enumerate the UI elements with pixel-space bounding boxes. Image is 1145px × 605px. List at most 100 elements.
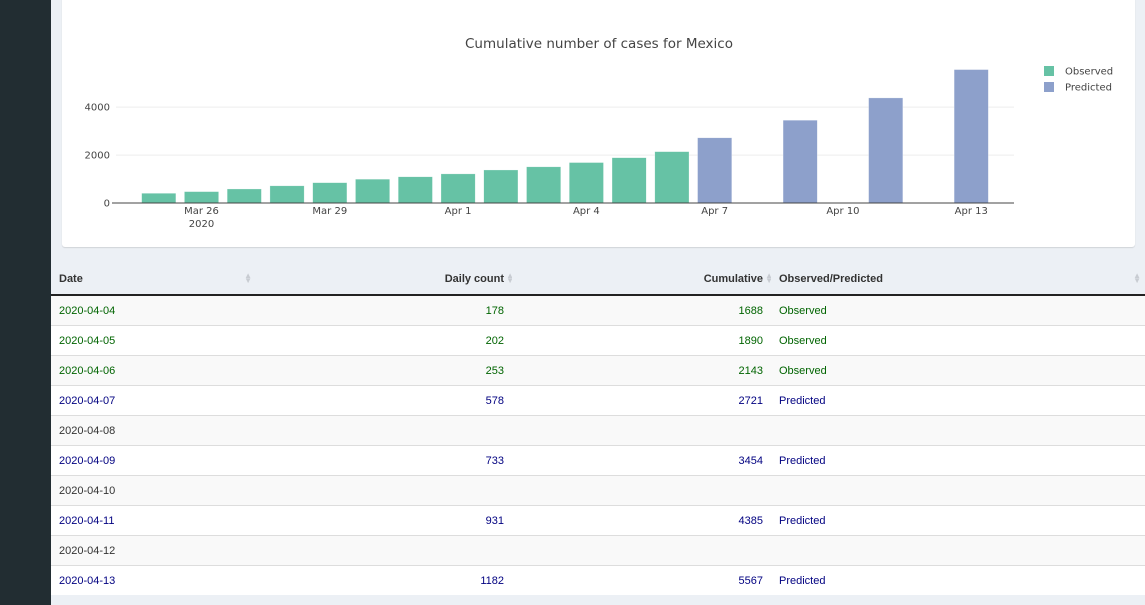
cell-date: 2020-04-10 (51, 475, 256, 506)
bar-observed[interactable] (397, 176, 433, 204)
cell-date: 2020-04-09 (51, 445, 256, 476)
x-tick-label: Apr 10 (826, 206, 859, 217)
legend[interactable]: Observed Predicted (1044, 66, 1113, 94)
cell-daily-count: 178 (256, 294, 512, 326)
cell-date: 2020-04-13 (51, 565, 256, 595)
sort-icon[interactable]: ▲ ▼ (244, 271, 252, 285)
cell-cumulative (512, 535, 771, 566)
column-header-date[interactable]: Date ▲ ▼ (51, 263, 256, 296)
column-header-label: Daily count (444, 272, 504, 285)
cell-observed-predicted: Predicted (771, 385, 1145, 416)
bar-observed[interactable] (611, 157, 647, 204)
bar-observed[interactable] (483, 169, 519, 204)
cell-date: 2020-04-12 (51, 535, 256, 566)
cell-daily-count (256, 475, 512, 506)
cell-cumulative: 1890 (512, 325, 771, 356)
table-row[interactable]: 2020-04-04 178 1688 Observed (51, 294, 1145, 326)
cell-daily-count (256, 535, 512, 566)
column-header-observed-predicted[interactable]: Observed/Predicted ▲ ▼ (771, 263, 1145, 296)
table-body: 2020-04-04 178 1688 Observed 2020-04-05 202 18… (51, 294, 1145, 595)
table-row[interactable]: 2020-04-12 (51, 535, 1145, 566)
cell-cumulative: 4385 (512, 505, 771, 536)
cell-daily-count: 202 (256, 325, 512, 356)
bar-observed[interactable] (312, 182, 348, 204)
column-header-daily-count[interactable]: Daily count ▲ ▼ (256, 263, 514, 296)
bar-predicted[interactable] (868, 97, 904, 204)
cell-observed-predicted: Observed (771, 325, 1145, 356)
legend-swatch (1044, 82, 1054, 92)
x-tick-label: Apr 13 (955, 206, 988, 217)
sidebar (0, 0, 51, 605)
x-tick-label: Apr 4 (573, 206, 600, 217)
bar-chart: Cumulative number of cases for Mexico 0 2… (85, 36, 1114, 230)
cell-observed-predicted (771, 535, 1145, 566)
cell-daily-count: 253 (256, 355, 512, 386)
cell-cumulative: 2721 (512, 385, 771, 416)
bar-observed[interactable] (269, 185, 305, 204)
cell-cumulative: 1688 (512, 294, 771, 326)
y-tick-label: 4000 (85, 103, 110, 114)
cell-cumulative: 2143 (512, 355, 771, 386)
cell-observed-predicted: Predicted (771, 565, 1145, 595)
table-row[interactable]: 2020-04-11 931 4385 Predicted (51, 505, 1145, 536)
column-header-label: Date (59, 272, 83, 285)
cell-daily-count: 733 (256, 445, 512, 476)
cell-cumulative: 5567 (512, 565, 771, 595)
chart-card: Cumulative number of cases for Mexico 0 2… (62, 0, 1135, 247)
bar-predicted[interactable] (697, 137, 733, 204)
y-tick-label: 2000 (85, 151, 110, 162)
cell-date: 2020-04-05 (51, 325, 256, 356)
table-row[interactable]: 2020-04-09 733 3454 Predicted (51, 445, 1145, 476)
table-row[interactable]: 2020-04-10 (51, 475, 1145, 506)
sort-icon[interactable]: ▲ ▼ (765, 271, 773, 285)
cell-cumulative (512, 475, 771, 506)
bar-observed[interactable] (141, 193, 177, 204)
x-tick-label: Apr 1 (445, 206, 472, 217)
bar-predicted[interactable] (782, 119, 818, 204)
table-row[interactable]: 2020-04-07 578 2721 Predicted (51, 385, 1145, 416)
cell-daily-count: 1182 (256, 565, 512, 595)
bar-observed[interactable] (569, 162, 604, 204)
cell-observed-predicted: Predicted (771, 505, 1145, 536)
cell-date: 2020-04-08 (51, 415, 256, 446)
cell-daily-count: 931 (256, 505, 512, 536)
column-header-label: Observed/Predicted (779, 272, 883, 285)
column-header-cumulative[interactable]: Cumulative ▲ ▼ (512, 263, 773, 296)
sort-icon[interactable]: ▲ ▼ (506, 271, 514, 285)
grid-lines (116, 106, 1014, 156)
cell-daily-count: 578 (256, 385, 512, 416)
x-tick-label: Mar 26 (184, 206, 219, 217)
cell-cumulative: 3454 (512, 445, 771, 476)
cell-date: 2020-04-06 (51, 355, 256, 386)
y-tick-label: 0 (104, 199, 110, 210)
bar-predicted[interactable] (953, 69, 989, 204)
x-tick-label: Apr 7 (701, 206, 728, 217)
table-row[interactable]: 2020-04-08 (51, 415, 1145, 446)
bars (141, 69, 989, 204)
table-row[interactable]: 2020-04-13 1182 5567 Predicted (51, 565, 1145, 595)
cell-observed-predicted (771, 475, 1145, 506)
bar-observed[interactable] (226, 188, 262, 204)
x-tick-label: Mar 29 (312, 206, 347, 217)
bar-observed[interactable] (440, 173, 476, 204)
table-row[interactable]: 2020-04-06 253 2143 Observed (51, 355, 1145, 386)
cell-observed-predicted: Observed (771, 355, 1145, 386)
legend-swatch (1044, 66, 1054, 76)
axis: 0 2000 4000 Mar 26 2020 Mar 29 Apr 1 Apr 4 Apr 7… (85, 103, 1014, 230)
legend-item-predicted[interactable]: Predicted (1044, 82, 1112, 94)
x-tick-sublabel: 2020 (189, 219, 214, 230)
bar-observed[interactable] (355, 178, 390, 204)
bar-observed[interactable] (654, 151, 690, 204)
cell-observed-predicted (771, 415, 1145, 446)
bar-observed[interactable] (526, 166, 561, 204)
table-row[interactable]: 2020-04-05 202 1890 Observed (51, 325, 1145, 356)
cell-observed-predicted: Observed (771, 294, 1145, 326)
cell-date: 2020-04-07 (51, 385, 256, 416)
sort-icon[interactable]: ▲ ▼ (1133, 271, 1141, 285)
bar-observed[interactable] (184, 191, 219, 204)
legend-item-observed[interactable]: Observed (1044, 66, 1113, 78)
legend-label: Observed (1065, 67, 1113, 78)
cell-date: 2020-04-04 (51, 294, 256, 326)
chart-title: Cumulative number of cases for Mexico (465, 36, 733, 52)
legend-label: Predicted (1065, 83, 1112, 94)
